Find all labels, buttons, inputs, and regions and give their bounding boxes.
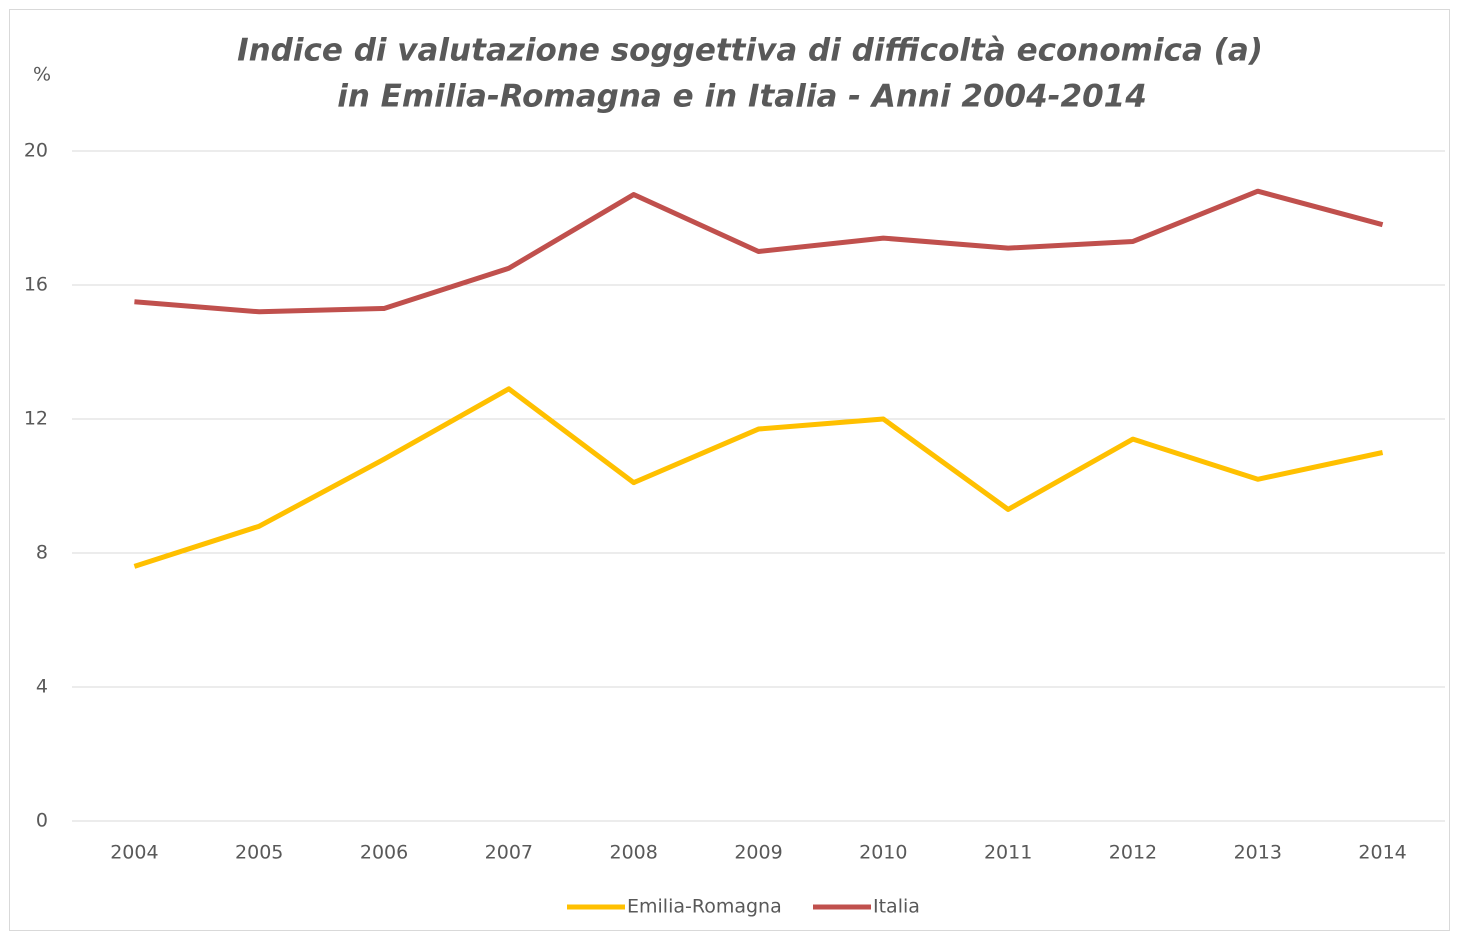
- chart-title: in Emilia-Romagna e in Italia - Anni 200…: [337, 79, 1147, 115]
- y-tick-label: 8: [36, 542, 48, 564]
- x-tick-label: 2014: [1358, 842, 1406, 864]
- x-tick-label: 2012: [1109, 842, 1157, 864]
- y-tick-label: 0: [36, 810, 48, 832]
- y-tick-label: 20: [24, 140, 48, 162]
- y-axis-label: %: [33, 64, 51, 86]
- x-tick-label: 2007: [485, 842, 533, 864]
- x-tick-label: 2010: [859, 842, 907, 864]
- y-tick-label: 4: [36, 676, 48, 698]
- x-tick-label: 2011: [984, 842, 1032, 864]
- x-tick-label: 2009: [734, 842, 782, 864]
- x-tick-label: 2006: [360, 842, 408, 864]
- x-tick-label: 2004: [110, 842, 158, 864]
- line-series: [134, 188, 1384, 315]
- legend-label: Emilia-Romagna: [627, 896, 782, 918]
- x-tick-label: 2008: [610, 842, 658, 864]
- legend-label: Italia: [873, 896, 920, 918]
- chart-title: Indice di valutazione soggettiva di diff…: [237, 33, 1263, 69]
- line-series: [133, 386, 1384, 569]
- chart-border: [9, 9, 1450, 931]
- x-tick-label: 2013: [1234, 842, 1282, 864]
- x-tick-label: 2005: [235, 842, 283, 864]
- y-tick-label: 16: [24, 274, 48, 296]
- y-tick-label: 12: [24, 408, 48, 430]
